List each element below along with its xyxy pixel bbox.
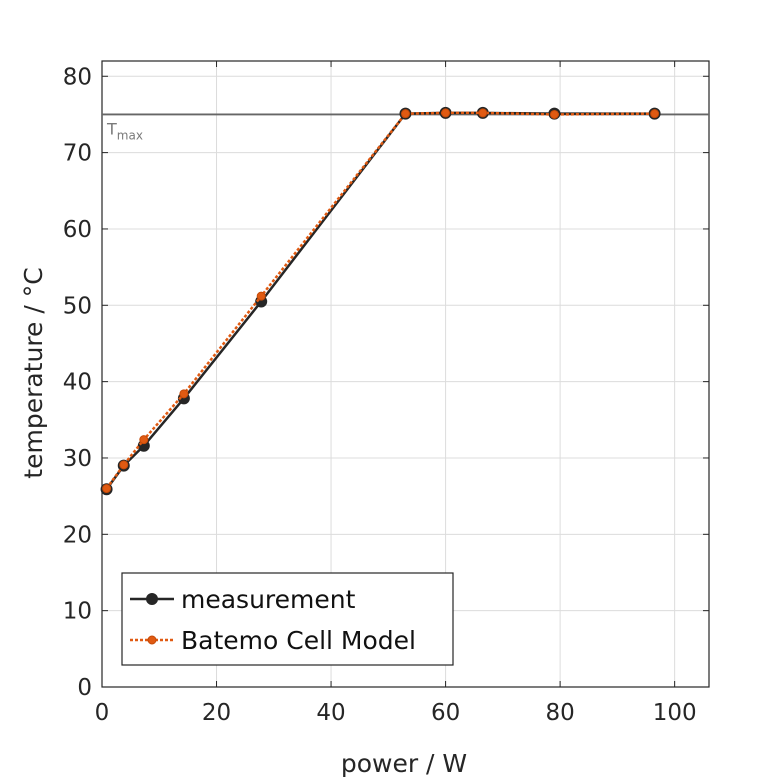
series-1-point: [478, 108, 488, 118]
legend-box: [121, 572, 454, 666]
legend-swatch-marker: [146, 593, 158, 605]
series-1-point: [650, 109, 660, 119]
x-tick-label: 100: [653, 700, 697, 726]
series-1-point: [179, 389, 189, 399]
y-tick-label: 60: [63, 217, 92, 243]
y-tick-label: 0: [77, 675, 92, 701]
plot-frame: [101, 60, 710, 688]
series-1-point: [139, 435, 149, 445]
legend-swatch-marker: [147, 635, 157, 645]
y-tick-label: 30: [63, 446, 92, 472]
x-tick-label: 40: [316, 700, 345, 726]
tmax-label: Tmax: [106, 119, 143, 142]
series-1-point: [102, 484, 112, 494]
y-tick-label: 70: [63, 141, 92, 167]
series-1-point: [401, 109, 410, 119]
x-tick-label: 20: [202, 700, 231, 726]
y-tick-label: 20: [63, 522, 92, 548]
y-tick-label: 40: [63, 370, 92, 396]
x-axis-label: power / W: [341, 749, 467, 778]
series-1-point: [441, 108, 451, 118]
x-tick-label: 80: [545, 700, 574, 726]
series-1-point: [256, 291, 266, 301]
legend-label: Batemo Cell Model: [181, 626, 416, 655]
y-tick-label: 10: [63, 599, 92, 625]
y-axis-label: temperature / °C: [19, 267, 48, 478]
series-line-1: [105, 111, 655, 490]
series-1-point: [119, 460, 129, 470]
x-tick-label: 0: [95, 700, 110, 726]
x-tick-label: 60: [431, 700, 460, 726]
legend-label: measurement: [181, 585, 356, 614]
series-1-point: [549, 109, 559, 119]
y-tick-label: 80: [63, 64, 92, 90]
y-tick-label: 50: [63, 293, 92, 319]
